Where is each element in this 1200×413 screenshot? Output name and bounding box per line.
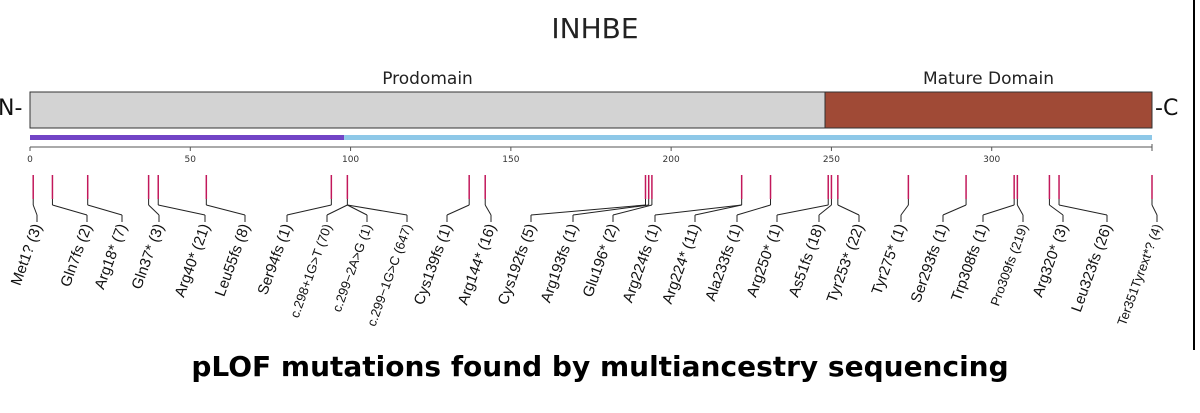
region-bars — [30, 135, 1152, 140]
mutation-label: Tyr253* (22) — [824, 222, 868, 305]
connector-line — [1151, 204, 1158, 216]
connector-line — [982, 204, 1015, 216]
mutation-label: As51fs (18) — [786, 222, 828, 300]
mutation-label: Met1? (3) — [8, 222, 46, 288]
mutation-label: Cys192fs (5) — [495, 222, 540, 308]
connector-line — [1016, 204, 1024, 216]
domain-box — [29, 91, 826, 129]
axis-tick-label: 200 — [663, 155, 680, 165]
c-terminus-label: -C — [1155, 96, 1178, 121]
connector-line — [942, 204, 967, 216]
mutation-label: Arg224fs (1) — [620, 222, 664, 305]
connector-line — [530, 204, 646, 216]
mutation-label: Arg320* (3) — [1030, 222, 1072, 300]
mutation-label: Arg250* (1) — [744, 222, 786, 300]
mutation-label: Arg224* (11) — [659, 222, 704, 307]
connector-line — [52, 204, 88, 216]
connector-line — [900, 204, 909, 216]
mutation-label: Ala233fs (1) — [702, 222, 746, 304]
mutation-label: Glu196* (2) — [580, 222, 622, 300]
mutation-label: Leu323fs (26) — [1068, 222, 1116, 315]
connector-line — [148, 204, 160, 216]
connector-line — [347, 204, 408, 216]
connector-line — [446, 204, 470, 216]
region-bar — [344, 135, 1152, 140]
domain-label: Prodomain — [382, 69, 473, 89]
region-bar — [30, 135, 345, 140]
mutation-label: Pro309fs (219) — [987, 222, 1031, 308]
connector-line — [326, 204, 348, 216]
mutation-label: Arg144* (16) — [455, 222, 500, 308]
mutation-label: Tyr275* (1) — [868, 222, 909, 298]
axis-tick-label: 0 — [27, 155, 33, 165]
mutation-markers: Met1? (3) Gln7fs (2)Arg18* (7)Gln37* (3) A… — [8, 0, 1195, 350]
connector-line — [1049, 204, 1064, 216]
connector-line — [484, 204, 492, 216]
position-axis: 0 50 100 150 200 250 300 — [27, 144, 1153, 165]
connector-line — [776, 204, 829, 216]
n-terminus-label: N- — [0, 96, 22, 121]
axis-tick-label: 50 — [185, 155, 197, 165]
axis-tick-label: 300 — [983, 155, 1000, 165]
connector-line — [347, 204, 368, 216]
protein-domains: Prodomain Mature Domain — [29, 69, 1153, 129]
connector-line — [32, 204, 38, 216]
connector-line — [818, 204, 832, 216]
connector-line — [206, 204, 246, 216]
connector-line — [837, 204, 860, 216]
mutation-label: c.299−1G>C (647) — [364, 222, 415, 328]
axis-tick-label: 150 — [502, 155, 519, 165]
mutation-label: Arg40* (21) — [172, 222, 214, 300]
mutation-label: Ter351Tyrext*? (4) — [1114, 222, 1165, 328]
mutation-label: Arg18* (7) — [91, 222, 130, 292]
mutation-label: c.299−2A>G (1) — [329, 222, 375, 314]
connector-line — [87, 204, 123, 216]
mutation-label: c.298+1G>T (70) — [287, 222, 335, 320]
mutation-label: Trp308fs (1) — [948, 222, 992, 304]
connector-line — [158, 204, 206, 216]
axis-tick-label: 100 — [342, 155, 359, 165]
connector-line — [694, 204, 742, 216]
mutation-label: Ser94fs (1) — [254, 222, 295, 298]
mutation-label: Arg193fs (1) — [538, 222, 582, 305]
figure-caption: pLOF mutations found by multiancestry se… — [191, 350, 1009, 383]
mutation-label: Gln37* (3) — [128, 222, 167, 292]
connector-line — [612, 204, 653, 216]
connector-line — [286, 204, 332, 216]
mutation-label: Cys139fs (1) — [411, 222, 456, 308]
mutation-label: Ser293fs (1) — [908, 222, 952, 305]
diagram-title: INHBE — [551, 12, 638, 45]
connector-line — [1058, 204, 1108, 216]
mutation-label: Leu55fs (8) — [212, 222, 254, 299]
connector-line — [572, 204, 649, 216]
axis-tick-label: 250 — [823, 155, 840, 165]
domain-box — [824, 91, 1153, 129]
mutation-label: Gln7fs (2) — [57, 222, 96, 290]
connector-line — [654, 204, 742, 216]
domain-label: Mature Domain — [923, 69, 1054, 89]
connector-line — [736, 204, 771, 216]
